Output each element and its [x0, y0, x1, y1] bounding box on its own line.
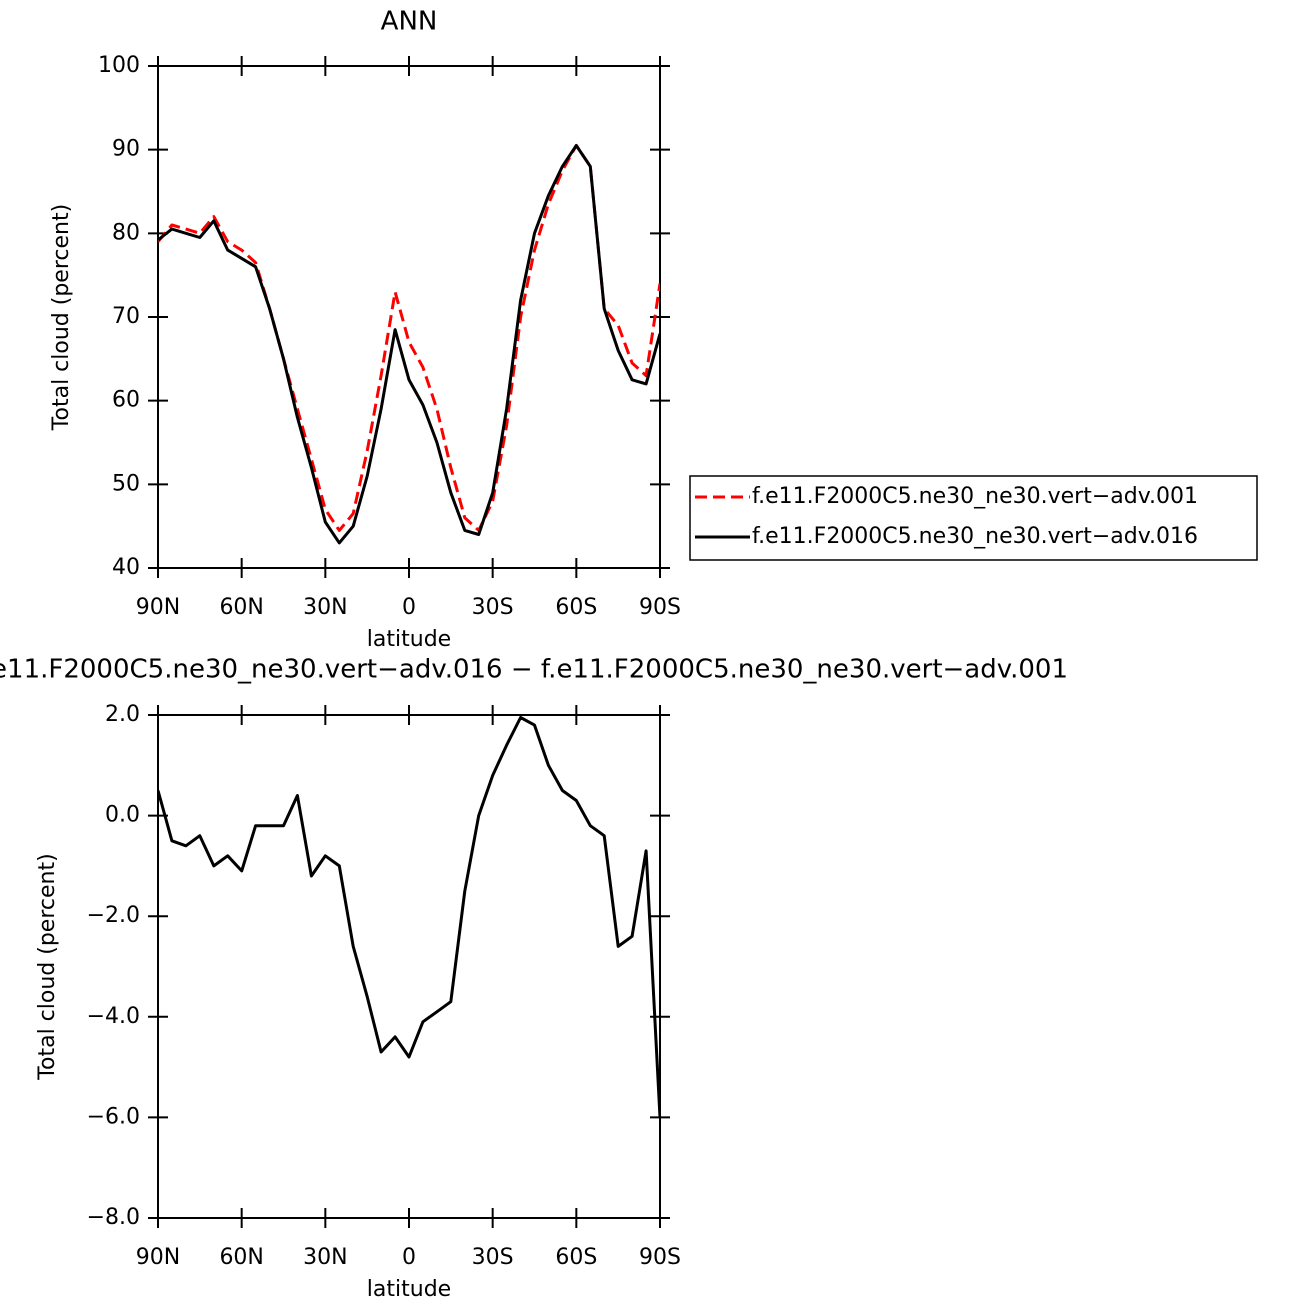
- data-line: [158, 144, 660, 545]
- x-tick-label: 60N: [219, 595, 263, 620]
- y-tick-label: 0.0: [105, 803, 140, 828]
- y-tick-label: 90: [112, 137, 140, 162]
- data-line: [158, 716, 660, 1118]
- y-tick-label: −8.0: [87, 1205, 140, 1230]
- y-tick-label: 80: [112, 220, 140, 245]
- legend-label: f.e11.F2000C5.ne30_ne30.vert−adv.016: [752, 524, 1198, 549]
- x-tick-label: 30N: [303, 1245, 347, 1270]
- y-tick-label: 100: [98, 53, 140, 78]
- data-line: [158, 144, 660, 532]
- x-tick-label: 30S: [472, 595, 514, 620]
- x-tick-label: 30S: [472, 1245, 514, 1270]
- legend-label: f.e11.F2000C5.ne30_ne30.vert−adv.001: [752, 484, 1198, 509]
- x-tick-label: 60S: [555, 595, 597, 620]
- x-tick-label: 90S: [639, 1245, 681, 1270]
- x-tick-label: 30N: [303, 595, 347, 620]
- x-tick-label: 90N: [136, 1245, 180, 1270]
- x-axis-label: latitude: [367, 1277, 451, 1302]
- x-tick-label: 0: [402, 595, 416, 620]
- y-tick-label: 2.0: [105, 702, 140, 727]
- y-tick-label: 40: [112, 555, 140, 580]
- chart-title: ANN: [381, 7, 438, 37]
- plot-frame: [157, 714, 661, 1219]
- x-tick-label: 0: [402, 1245, 416, 1270]
- y-tick-label: −4.0: [87, 1004, 140, 1029]
- y-axis-label: Total cloud (percent): [35, 853, 60, 1080]
- y-tick-label: −6.0: [87, 1104, 140, 1129]
- x-tick-label: 90S: [639, 595, 681, 620]
- y-tick-label: 50: [112, 471, 140, 496]
- y-tick-label: 60: [112, 388, 140, 413]
- y-tick-label: 70: [112, 304, 140, 329]
- y-tick-label: −2.0: [87, 903, 140, 928]
- plot-frame: [157, 65, 661, 569]
- x-axis-label: latitude: [367, 627, 451, 652]
- y-axis-label: Total cloud (percent): [49, 204, 74, 431]
- x-tick-label: 60S: [555, 1245, 597, 1270]
- legend-box: [689, 475, 1258, 561]
- x-tick-label: 90N: [136, 595, 180, 620]
- x-tick-label: 60N: [219, 1245, 263, 1270]
- chart-title: f.e11.F2000C5.ne30_ne30.vert−adv.016 − f…: [0, 655, 1068, 685]
